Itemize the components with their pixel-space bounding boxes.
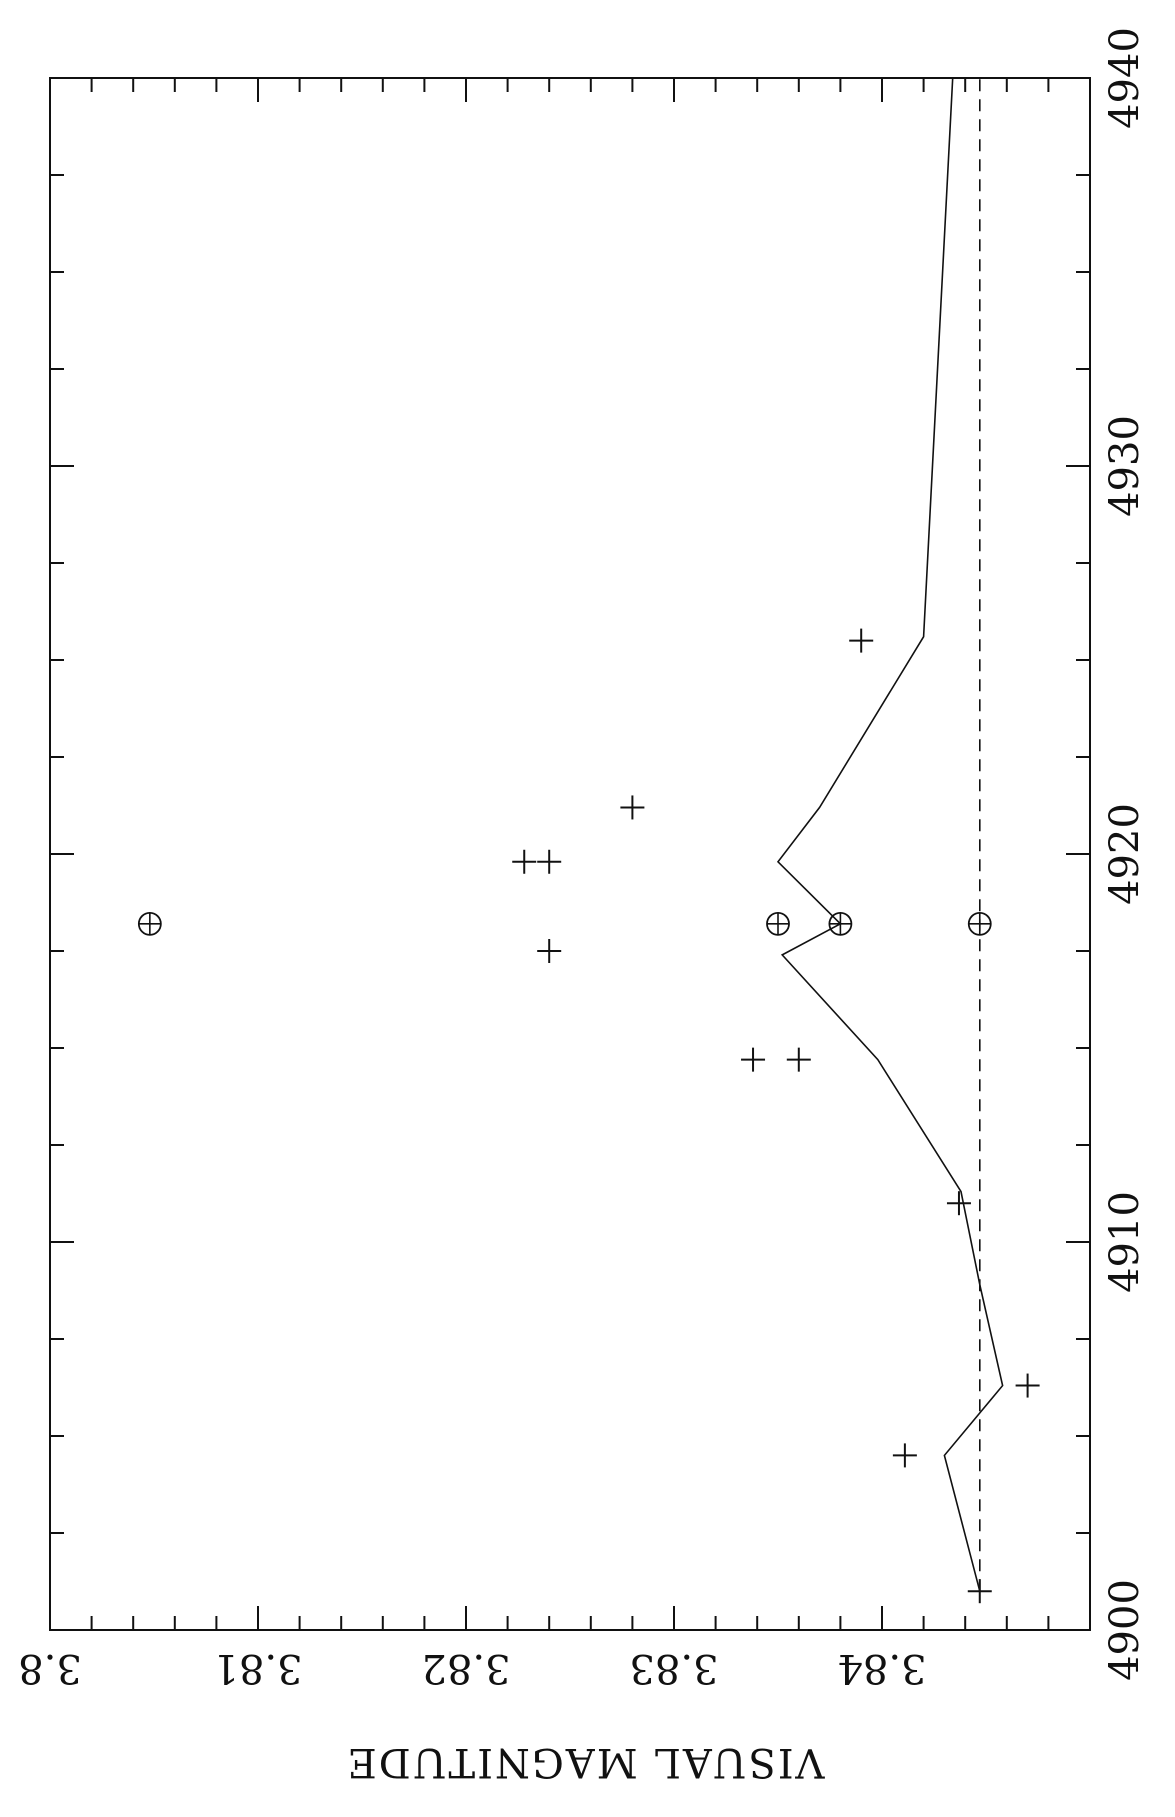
model-curve [776, 77, 1004, 1592]
tick-labels: 4900 4910 4920 4930 4940 3.8 3.81 3.82 3.83 3.84 [18, 27, 1148, 1691]
x-tick-label: 4910 [1102, 1191, 1148, 1293]
plus-marker [786, 1047, 811, 1072]
y-tick-label: 3.82 [421, 1645, 510, 1691]
x-tick-label: 4920 [1102, 803, 1148, 905]
plus-marker [1015, 1373, 1040, 1398]
plus-marker [537, 849, 562, 874]
plus-marker [946, 1191, 971, 1216]
circle-plus-marker [137, 911, 162, 936]
plus-marker [537, 939, 562, 963]
x-tick-label: 4930 [1102, 415, 1148, 517]
y-axis-label: VISUAL MAGNITUDE [346, 1739, 826, 1785]
plus-marker [892, 1443, 917, 1468]
plus-marker [620, 795, 645, 820]
x-tick-label: 4940 [1102, 27, 1148, 129]
y-tick-label: 3.8 [18, 1645, 82, 1691]
ticks [49, 77, 1091, 1631]
x-tick-label: 4900 [1102, 1579, 1148, 1681]
y-tick-label: 3.84 [837, 1645, 926, 1691]
plot-frame [49, 77, 1091, 1631]
plus-marker [741, 1047, 766, 1072]
plus-marker [849, 628, 874, 653]
y-tick-label: 3.81 [213, 1645, 302, 1691]
y-tick-label: 3.83 [629, 1645, 718, 1691]
series-layer [137, 77, 1040, 1604]
circle-plus-marker [766, 911, 790, 936]
plus-marker [512, 849, 537, 874]
